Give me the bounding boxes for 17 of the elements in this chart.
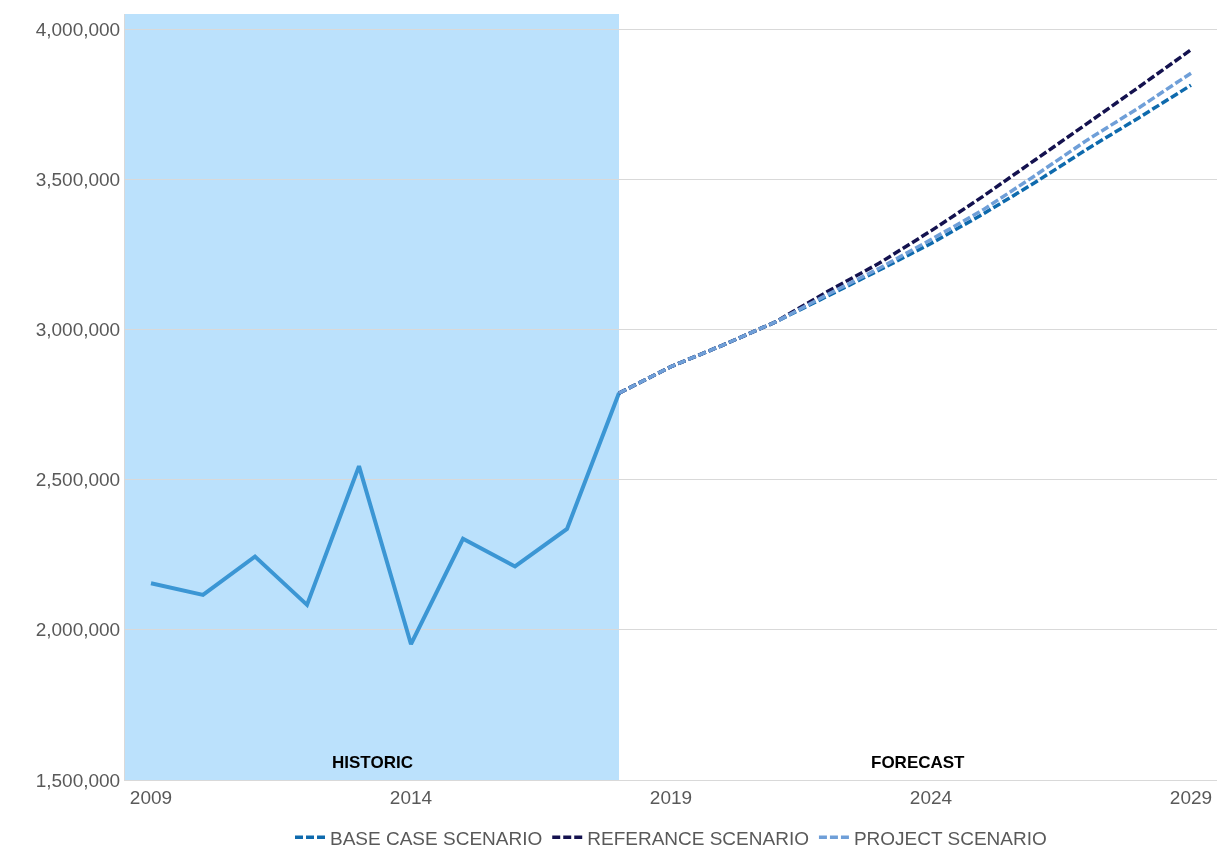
x-tick-label: 2024 bbox=[909, 786, 953, 808]
y-tick-label: 3,000,000 bbox=[35, 319, 121, 341]
x-tick-label: 2019 bbox=[649, 786, 693, 808]
y-tick-label: 4,000,000 bbox=[35, 18, 121, 40]
annotation: FORECAST bbox=[871, 753, 966, 772]
band-label: HISTORIC bbox=[332, 753, 413, 772]
y-tick-label: 2,000,000 bbox=[35, 619, 121, 641]
y-tick-label: 3,500,000 bbox=[35, 168, 121, 190]
legend-label: REFERANCE SCENARIO bbox=[587, 827, 809, 849]
legend-label: BASE CASE SCENARIO bbox=[330, 827, 543, 849]
x-tick-label: 2029 bbox=[1169, 786, 1213, 808]
x-tick-label: 2009 bbox=[129, 786, 173, 808]
line-series bbox=[149, 391, 621, 647]
legend-label: PROJECT SCENARIO bbox=[853, 827, 1047, 849]
x-tick-label: 2014 bbox=[389, 786, 433, 808]
y-tick-label: 2,500,000 bbox=[35, 469, 121, 491]
y-tick-label: 1,500,000 bbox=[35, 769, 121, 791]
